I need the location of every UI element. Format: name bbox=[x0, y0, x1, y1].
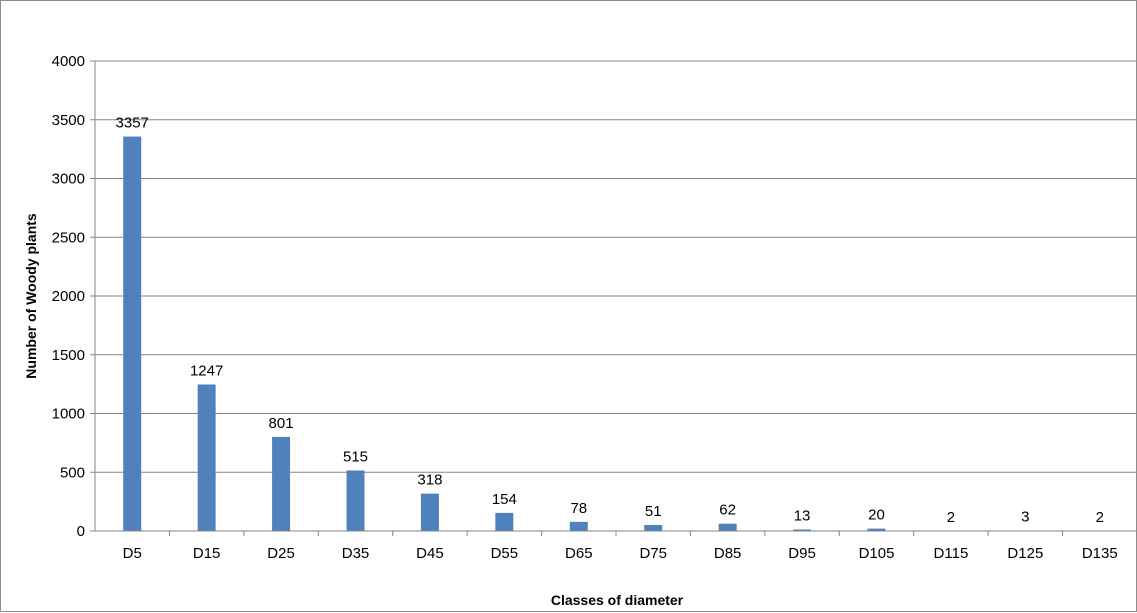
y-tick-label: 0 bbox=[77, 523, 85, 540]
x-tick-label: D45 bbox=[416, 545, 444, 562]
data-label: 51 bbox=[645, 503, 662, 520]
y-tick-label: 3000 bbox=[52, 171, 85, 188]
x-tick-label: D115 bbox=[934, 545, 969, 562]
gridlines bbox=[95, 61, 1137, 472]
data-label: 515 bbox=[343, 448, 368, 465]
bar-d25 bbox=[272, 437, 290, 531]
bar-d35 bbox=[347, 470, 365, 531]
data-label: 154 bbox=[492, 491, 517, 508]
data-label: 2 bbox=[947, 509, 955, 526]
bar-d85 bbox=[719, 524, 737, 531]
data-label: 318 bbox=[417, 472, 442, 489]
axes bbox=[90, 61, 1137, 536]
x-tick-label: D75 bbox=[639, 545, 667, 562]
x-axis-title: Classes of diameter bbox=[551, 592, 684, 608]
y-tick-label: 3500 bbox=[52, 112, 85, 129]
x-tick-label: D85 bbox=[714, 545, 742, 562]
bar-d65 bbox=[570, 522, 588, 531]
data-label: 801 bbox=[269, 415, 294, 432]
bar-d5 bbox=[123, 137, 141, 531]
data-label: 3 bbox=[1021, 509, 1029, 526]
data-label: 20 bbox=[868, 507, 885, 524]
y-tick-label: 2000 bbox=[52, 288, 85, 305]
y-tick-label: 4000 bbox=[52, 53, 85, 70]
x-tick-label: D35 bbox=[342, 545, 370, 562]
x-tick-label: D95 bbox=[788, 545, 816, 562]
bar-d45 bbox=[421, 494, 439, 531]
x-tick-label: D5 bbox=[123, 545, 142, 562]
y-axis-title: Number of Woody plants bbox=[23, 213, 39, 379]
x-tick-label: D65 bbox=[565, 545, 593, 562]
y-tick-label: 1000 bbox=[52, 406, 85, 423]
bar-d75 bbox=[644, 525, 662, 531]
x-tick-label: D15 bbox=[193, 545, 221, 562]
data-label: 1247 bbox=[190, 362, 223, 379]
x-tick-label: D55 bbox=[491, 545, 519, 562]
y-tick-label: 2500 bbox=[52, 229, 85, 246]
y-tick-label: 1500 bbox=[52, 347, 85, 364]
data-label: 2 bbox=[1096, 509, 1104, 526]
data-label: 62 bbox=[719, 502, 736, 519]
data-label: 3357 bbox=[116, 115, 149, 132]
x-tick-label: D105 bbox=[859, 545, 895, 562]
bar-d15 bbox=[198, 384, 216, 531]
data-label: 13 bbox=[794, 507, 811, 524]
x-tick-label: D125 bbox=[1007, 545, 1043, 562]
y-tick-label: 500 bbox=[60, 464, 85, 481]
data-label: 78 bbox=[570, 500, 587, 517]
x-tick-label: D135 bbox=[1082, 545, 1118, 562]
bar-d55 bbox=[495, 513, 513, 531]
x-tick-label: D25 bbox=[267, 545, 295, 562]
